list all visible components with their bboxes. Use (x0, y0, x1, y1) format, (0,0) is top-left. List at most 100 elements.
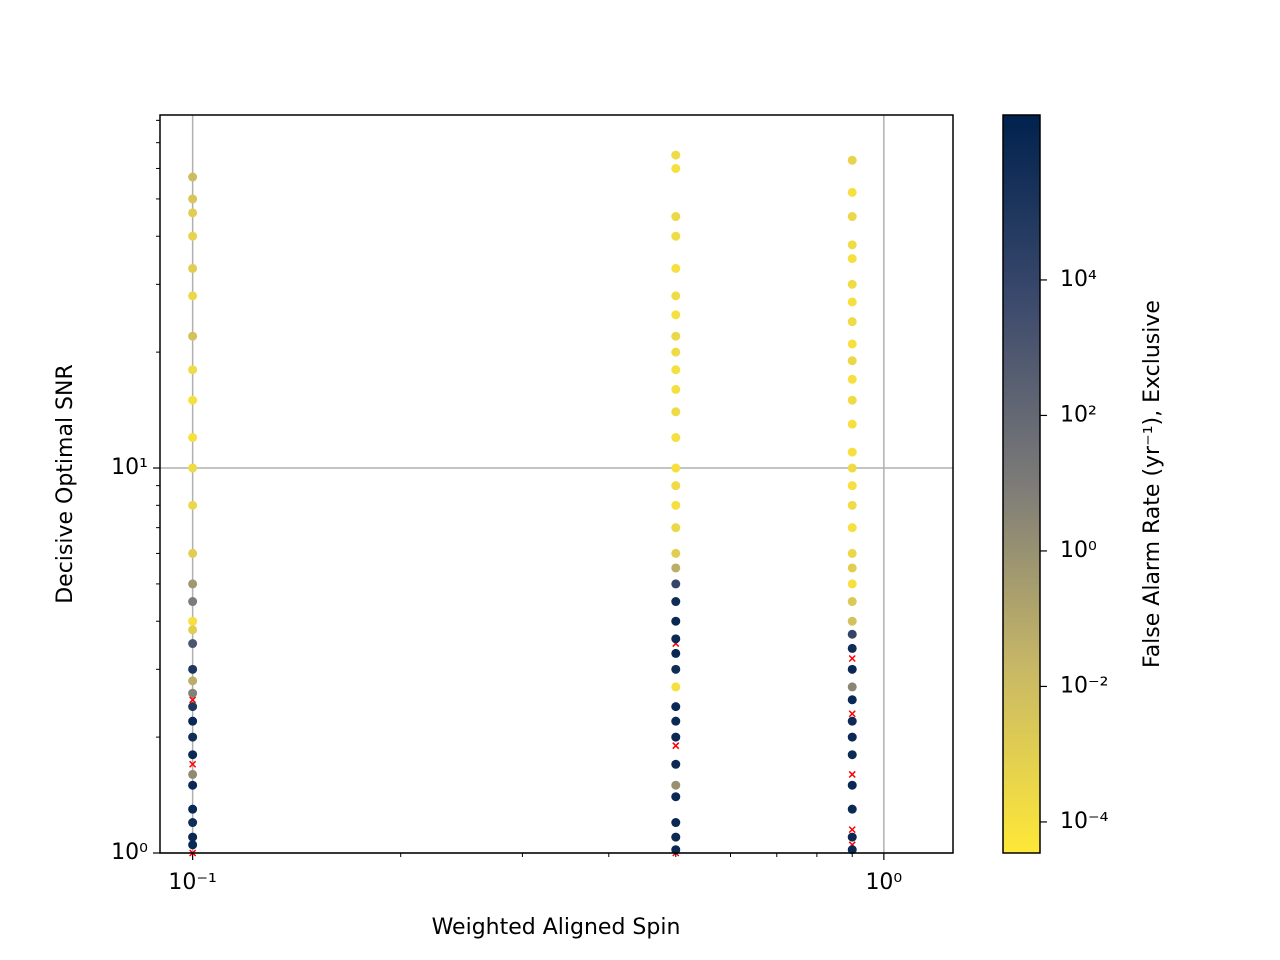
found-point (671, 231, 681, 241)
found-point (188, 818, 198, 828)
found-point (188, 688, 198, 698)
found-point (671, 384, 681, 394)
found-point (847, 463, 857, 473)
found-point (847, 548, 857, 558)
found-point (188, 769, 198, 779)
found-point (847, 481, 857, 491)
found-point (847, 643, 857, 653)
found-point (671, 664, 681, 674)
found-point (847, 732, 857, 742)
found-point (671, 702, 681, 712)
found-point (847, 356, 857, 366)
found-point (671, 523, 681, 533)
found-point (671, 310, 681, 320)
colorbar-tick-label: 10⁴ (1060, 267, 1097, 292)
found-point (671, 845, 681, 855)
found-point (188, 616, 198, 626)
found-point (671, 365, 681, 375)
missed-point (848, 826, 856, 834)
found-point (671, 759, 681, 769)
found-point (671, 263, 681, 273)
found-point (188, 732, 198, 742)
found-point (671, 548, 681, 558)
found-point (847, 563, 857, 573)
found-point (188, 208, 198, 218)
found-point (671, 563, 681, 573)
missed-point (672, 742, 680, 750)
found-point (847, 187, 857, 197)
x-tick-label: 10⁻¹ (168, 870, 216, 895)
found-point (188, 291, 198, 301)
found-point (847, 240, 857, 250)
found-point (671, 331, 681, 341)
missed-point (848, 654, 856, 663)
found-point (188, 780, 198, 790)
found-point (671, 407, 681, 417)
found-point (671, 463, 681, 473)
found-point (671, 347, 681, 357)
found-point (671, 433, 681, 443)
found-point (671, 212, 681, 222)
missed-point (848, 770, 856, 778)
found-point (671, 732, 681, 742)
found-point (847, 664, 857, 674)
found-point (188, 804, 198, 814)
found-point (847, 254, 857, 264)
found-point (188, 365, 198, 375)
found-point (671, 818, 681, 828)
colorbar-tick-label: 10² (1060, 402, 1097, 427)
found-point (847, 597, 857, 607)
found-point (847, 780, 857, 790)
found-point (671, 500, 681, 510)
colorbar (1002, 114, 1041, 854)
found-point (188, 716, 198, 726)
found-point (188, 597, 198, 607)
found-point (188, 194, 198, 204)
found-point (847, 832, 857, 842)
found-point (847, 339, 857, 349)
missed-point (848, 710, 856, 718)
found-point (188, 231, 198, 241)
found-point (847, 523, 857, 533)
y-tick-label: 10⁰ (111, 840, 148, 865)
found-point (847, 804, 857, 814)
found-point (671, 616, 681, 626)
found-point (188, 500, 198, 510)
found-point (188, 172, 198, 182)
found-point (847, 155, 857, 165)
found-point (847, 579, 857, 589)
colorbar-tick-label: 10⁰ (1060, 538, 1097, 563)
colorbar-label: False Alarm Rate (yr⁻¹), Exclusive (1140, 300, 1165, 668)
found-point (671, 682, 681, 692)
found-point (188, 750, 198, 760)
found-point (188, 625, 198, 635)
y-axis-label: Decisive Optimal SNR (53, 364, 78, 604)
found-point (671, 648, 681, 658)
found-point (847, 419, 857, 429)
x-tick-label: 10⁰ (865, 870, 902, 895)
colorbar-tick-label: 10⁻² (1060, 673, 1108, 698)
found-point (188, 548, 198, 558)
found-point (671, 832, 681, 842)
found-point (671, 150, 681, 160)
found-point (847, 616, 857, 626)
colorbar-tick-label: 10⁻⁴ (1060, 809, 1109, 834)
found-point (671, 481, 681, 491)
found-point (188, 639, 198, 649)
found-point (847, 682, 857, 692)
found-point (847, 212, 857, 222)
found-point (671, 716, 681, 726)
found-point (188, 664, 198, 674)
found-point (671, 780, 681, 790)
found-point (847, 845, 857, 855)
found-point (847, 500, 857, 510)
found-point (188, 676, 198, 686)
found-point (188, 463, 198, 473)
found-point (671, 597, 681, 607)
found-point (188, 331, 198, 341)
found-point (671, 792, 681, 802)
found-point (847, 395, 857, 405)
found-point (847, 374, 857, 384)
